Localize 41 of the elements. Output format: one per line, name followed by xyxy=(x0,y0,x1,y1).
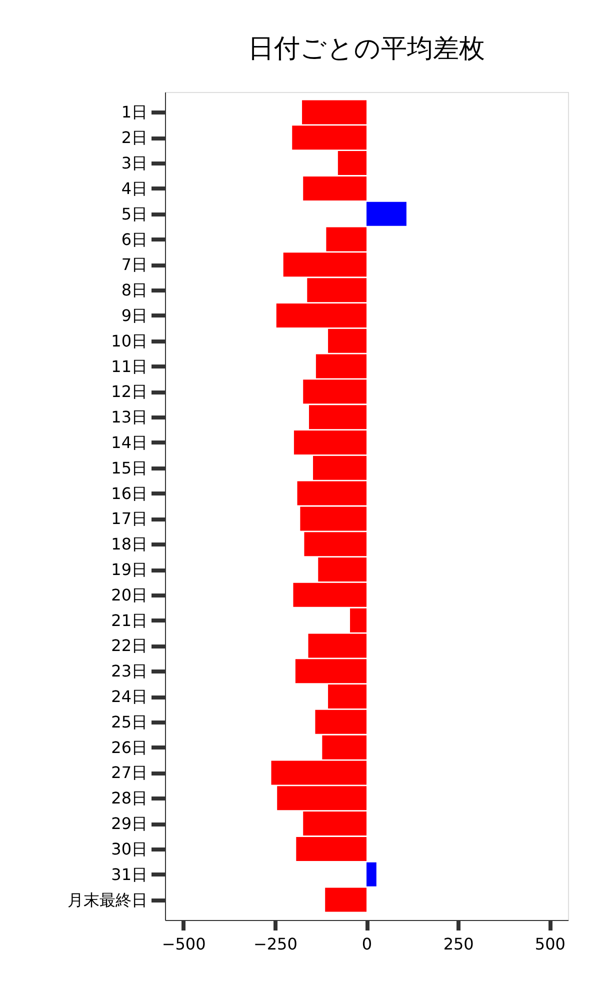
y-tick-label: 26日 xyxy=(111,738,148,757)
y-tick-label: 29日 xyxy=(111,814,148,834)
x-tick-label: −250 xyxy=(253,934,298,954)
y-tick-label: 14日 xyxy=(111,432,148,452)
y-tick-label: 20日 xyxy=(111,585,148,604)
bar xyxy=(325,888,366,912)
y-tick-label: 6日 xyxy=(121,230,148,249)
y-tick-label: 17日 xyxy=(111,509,148,528)
chart-title: 日付ごとの平均差枚 xyxy=(248,34,485,64)
y-tick-label: 28日 xyxy=(111,788,148,808)
y-tick-label: 1日 xyxy=(121,102,148,122)
y-tick-label: 7日 xyxy=(121,255,148,274)
y-tick-label: 23日 xyxy=(111,662,148,681)
y-tick-label: 11日 xyxy=(111,356,148,376)
y-tick-label: 25日 xyxy=(111,712,148,732)
y-tick-label: 22日 xyxy=(111,636,148,656)
y-tick-label: 10日 xyxy=(111,331,148,350)
y-tick-label: 15日 xyxy=(111,458,148,478)
y-tick-label: 16日 xyxy=(111,484,148,503)
y-tick-label: 3日 xyxy=(121,154,148,173)
y-tick-label: 18日 xyxy=(111,534,148,554)
y-tick-label: 24日 xyxy=(111,687,148,706)
x-tick-label: 500 xyxy=(534,934,566,954)
y-tick-label: 9日 xyxy=(121,306,148,325)
y-tick-label: 12日 xyxy=(111,382,148,402)
y-tick-label: 27日 xyxy=(111,763,148,782)
x-tick-label: 250 xyxy=(443,934,474,954)
bar xyxy=(366,202,406,226)
y-tick-label: 31日 xyxy=(111,864,148,884)
y-tick-label: 19日 xyxy=(111,560,148,580)
y-tick-label: 月末最終日 xyxy=(68,890,148,910)
bar xyxy=(366,862,376,886)
x-tick-label: 0 xyxy=(362,934,372,954)
y-tick-label: 30日 xyxy=(111,839,148,858)
x-tick-label: −500 xyxy=(162,934,206,954)
y-tick-label: 21日 xyxy=(111,610,148,630)
y-tick-label: 2日 xyxy=(121,128,148,148)
y-tick-label: 8日 xyxy=(121,280,148,300)
y-tick-label: 13日 xyxy=(111,408,148,427)
y-tick-label: 4日 xyxy=(121,178,148,198)
y-tick-label: 5日 xyxy=(121,204,148,224)
